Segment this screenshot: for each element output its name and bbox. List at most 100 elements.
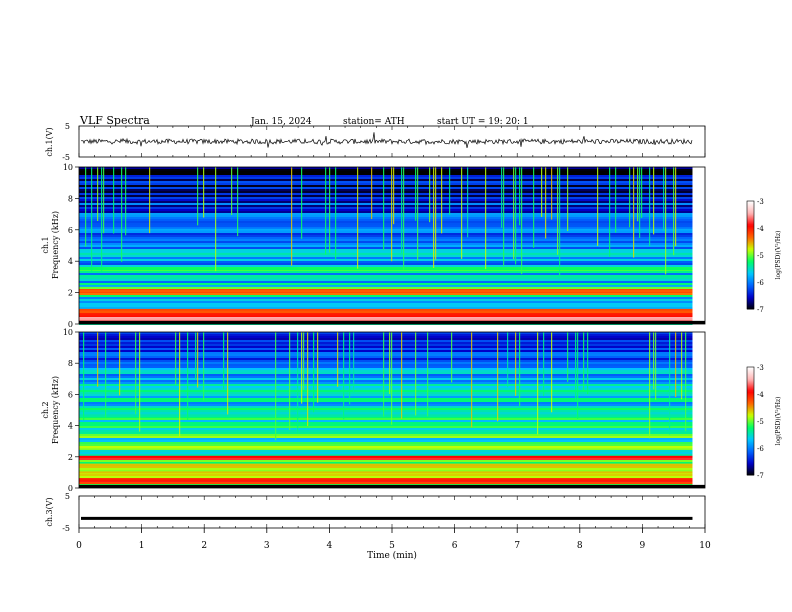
spectrogram-row — [79, 263, 693, 265]
ch1-colorbar-cell — [747, 245, 754, 248]
spectrogram-row — [79, 332, 693, 334]
ch2-colorbar-cell — [747, 445, 754, 448]
ch2-colorbar-cell — [747, 427, 754, 430]
time-tick-label: 9 — [640, 541, 646, 551]
sferic-spike — [119, 332, 121, 396]
spectrogram-row — [79, 440, 693, 442]
ch2-colorbar-cell — [747, 461, 754, 464]
ch1-colorbar-cell — [747, 215, 754, 218]
sferic-spike — [195, 332, 197, 380]
sferic-spike — [417, 167, 419, 261]
spectrogram-row — [79, 199, 693, 201]
spectrogram-row — [79, 305, 693, 307]
ch1-colorbar-cell — [747, 227, 754, 230]
spectrogram-row — [79, 203, 693, 205]
spectrogram-row — [79, 376, 693, 378]
sferic-spike — [461, 167, 463, 259]
ch1-colorbar-cell — [747, 229, 754, 232]
sferic-spike — [83, 332, 85, 421]
ch1-colorbar-cell — [747, 295, 754, 298]
ch1-colorbar-cell — [747, 285, 754, 288]
ch1-colorbar-cell — [747, 207, 754, 210]
spectrogram-band-6 — [79, 415, 693, 418]
sferic-spike — [97, 332, 99, 387]
ch2-colorbar-cell — [747, 439, 754, 442]
spectrogram-row — [79, 336, 693, 338]
ch2-spec-channel-label: ch.2 — [41, 401, 50, 418]
spectrogram-row — [79, 476, 693, 478]
ch2-freq-ytick-label: 2 — [68, 453, 73, 462]
spectrogram-row — [79, 360, 693, 362]
spectrogram-row — [79, 428, 693, 430]
ch1-colorbar-cell — [747, 243, 754, 246]
spectrogram-row — [79, 404, 693, 406]
sferic-spike — [673, 167, 675, 256]
ch1-spec-ylabel: Frequency (kHz) — [51, 211, 60, 279]
sferic-spike — [533, 167, 535, 248]
ch2-freq-ytick-label: 4 — [68, 422, 73, 431]
sferic-spike — [329, 167, 331, 253]
ch2-colorbar-cell — [747, 377, 754, 380]
spectrogram-band-5 — [79, 433, 693, 436]
ch1-colorbar-cell — [747, 287, 754, 290]
spectrogram-row — [79, 400, 693, 402]
sferic-spike — [587, 332, 589, 395]
sferic-spike — [503, 167, 505, 267]
spectrogram-row — [79, 283, 693, 285]
ch2-colorbar-cell — [747, 399, 754, 402]
spectrogram-row — [79, 364, 693, 366]
sferic-spike — [391, 167, 393, 262]
sferic-spike — [639, 167, 641, 238]
ch2-spectrogram-panel: 0 2 4 6 8 10 ch.2 Frequency (kHz) -3 -4 -5 -6 -7 l… — [41, 328, 782, 493]
ch2-colorbar-cell — [747, 433, 754, 436]
ch1-colorbar-cell — [747, 251, 754, 254]
sferic-spike — [307, 332, 309, 426]
spectrogram-row — [79, 424, 693, 426]
sferic-spike — [649, 167, 651, 247]
spectrogram-row — [79, 452, 693, 454]
ch1-colorbar-cell — [747, 249, 754, 252]
sferic-spike — [583, 332, 585, 392]
sferic-spike — [681, 332, 683, 400]
ch2-spec-ylabel: Frequency (kHz) — [51, 376, 60, 444]
ch1-colorbar-cell — [747, 307, 754, 310]
sferic-spike — [515, 332, 517, 396]
ch1-colorbar-tick: -5 — [757, 252, 764, 260]
spectrogram-row — [79, 235, 693, 237]
ch1-colorbar: -3 -4 -5 -6 -7 log(PSD)(V²/Hz) — [746, 198, 782, 314]
sferic-spike — [637, 167, 639, 222]
sferic-spike — [187, 332, 189, 420]
sferic-spike — [663, 167, 665, 231]
sferic-spike — [303, 332, 305, 390]
sferic-spike — [335, 167, 337, 260]
spectrogram-row — [79, 386, 693, 388]
sferic-spike — [101, 167, 103, 273]
sferic-spike — [649, 332, 651, 439]
spectrogram-row — [79, 412, 693, 414]
ch2-colorbar-cell — [747, 373, 754, 376]
ch1-colorbar-cell — [747, 293, 754, 296]
spectrogram-row — [79, 442, 693, 444]
ch1-colorbar-cell — [747, 257, 754, 260]
ch1-colorbar-cell — [747, 291, 754, 294]
ch1-waveform-line — [80, 132, 693, 148]
spectrogram-row — [79, 378, 693, 380]
spectrogram-row — [79, 189, 693, 191]
sferic-spike — [559, 167, 561, 276]
sferic-spike — [357, 167, 359, 269]
time-axis-label: Time (min) — [367, 550, 417, 561]
spectrogram-band-1 — [79, 313, 693, 316]
spectrogram-row — [79, 253, 693, 255]
spectrogram-row — [79, 430, 693, 432]
ch3-ylabel: ch.3(V) — [45, 497, 54, 526]
spectrogram-row — [79, 299, 693, 301]
sferic-spike — [557, 167, 559, 255]
spectrogram-row — [79, 293, 693, 295]
spectrogram-row — [79, 432, 693, 434]
ch1-ytick-bottom: -5 — [62, 153, 70, 162]
ch1-colorbar-cell — [747, 225, 754, 228]
ch1-freq-ytick-label: 4 — [68, 257, 73, 266]
spectrogram-band-5 — [79, 268, 693, 271]
spectrogram-row — [79, 388, 693, 390]
spectrogram-row — [79, 219, 693, 221]
